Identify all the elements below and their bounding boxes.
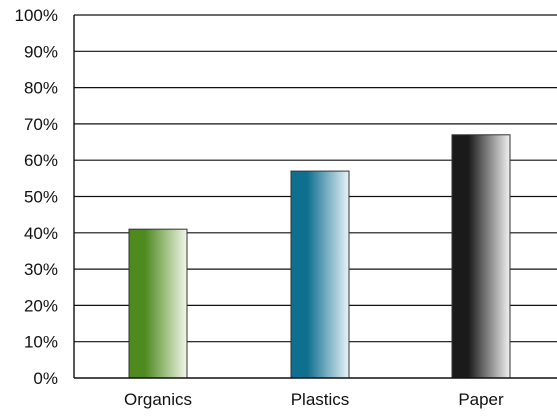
y-axis-tick-labels: 0% 10% 20% 30% 40% 50% 60% 70% 80% 90% 100% <box>15 6 58 388</box>
x-category-label: Paper <box>458 390 504 409</box>
x-category-label: Plastics <box>291 390 350 409</box>
y-tick-label: 50% <box>24 188 58 207</box>
x-axis-category-labels: Organics Plastics Paper <box>124 390 504 409</box>
y-tick-label: 20% <box>24 296 58 315</box>
bar-organics <box>128 228 188 379</box>
axes <box>73 15 557 379</box>
y-tick-label: 90% <box>24 42 58 61</box>
y-tick-label: 40% <box>24 224 58 243</box>
y-tick-label: 30% <box>24 260 58 279</box>
y-tick-label: 100% <box>15 6 58 25</box>
y-tick-label: 70% <box>24 115 58 134</box>
bars <box>128 134 511 379</box>
y-tick-label: 60% <box>24 151 58 170</box>
bar-paper <box>451 134 511 379</box>
y-tick-label: 0% <box>33 369 58 388</box>
x-category-label: Organics <box>124 390 192 409</box>
bar-plastics <box>290 170 350 379</box>
y-tick-label: 10% <box>24 333 58 352</box>
y-tick-label: 80% <box>24 79 58 98</box>
